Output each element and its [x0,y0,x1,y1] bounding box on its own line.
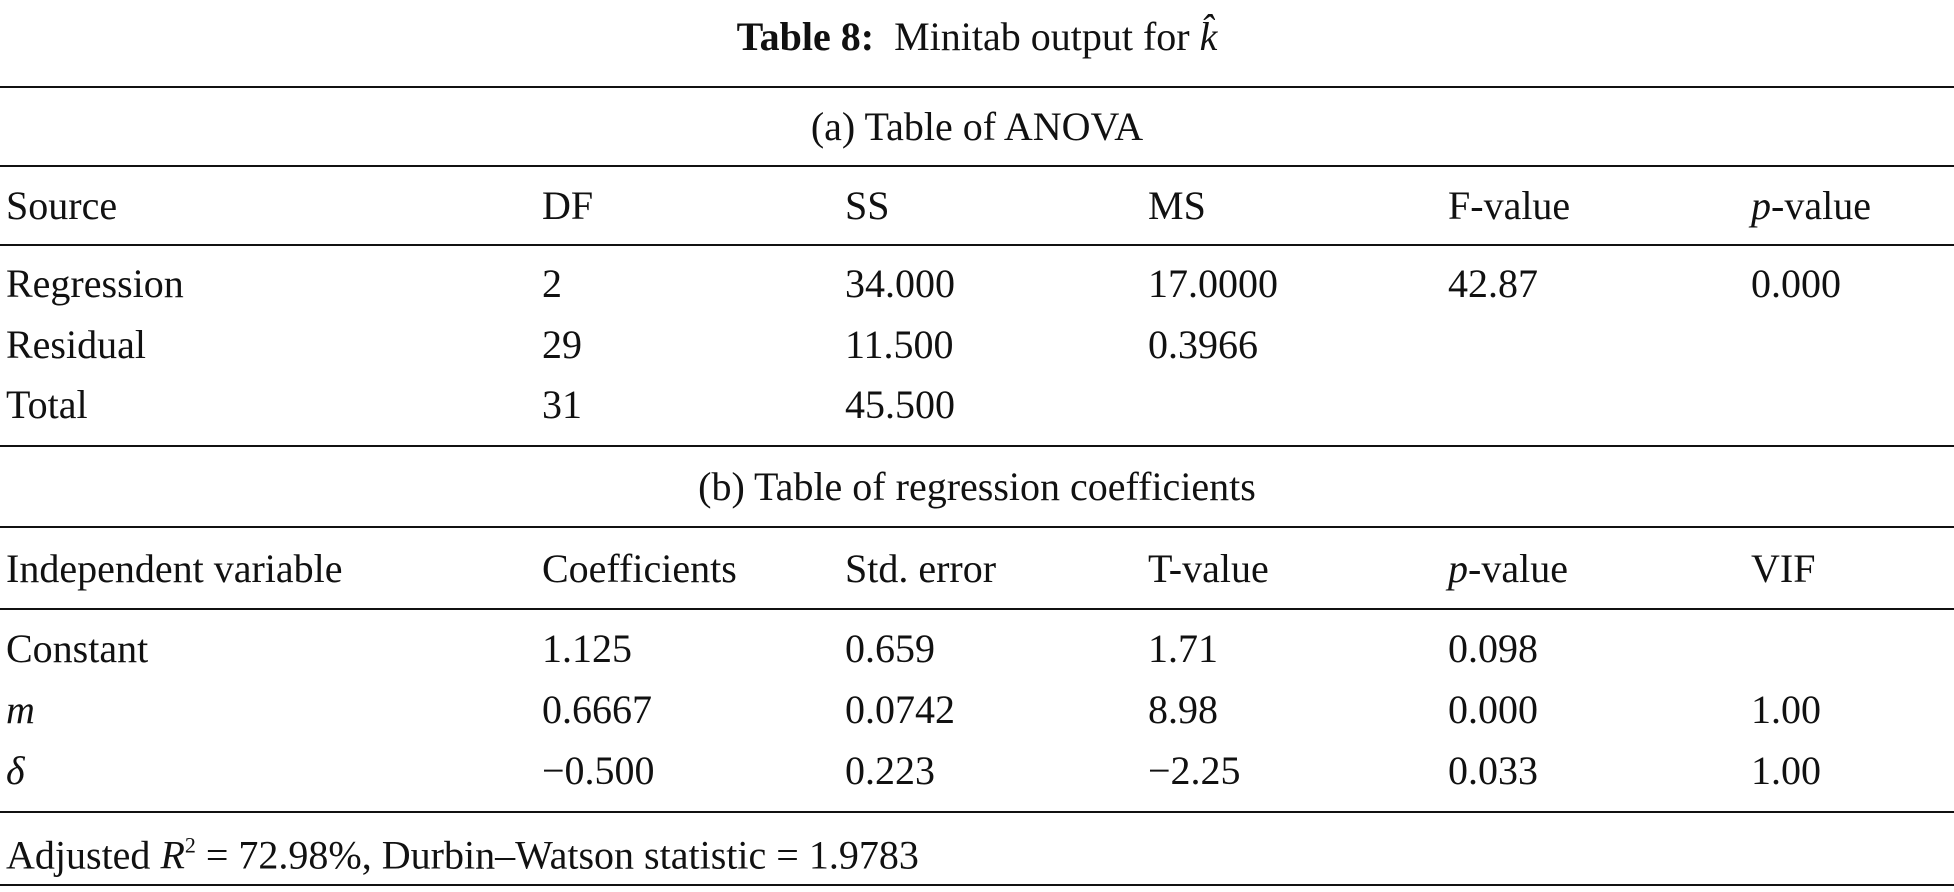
table-cell: 31 [542,382,582,427]
table-cell: m [6,687,35,732]
table-title: Table 8: Minitab output for k̂ [0,17,1954,57]
table-cell: 0.3966 [1148,322,1258,367]
header-cell: Std. error [845,546,997,591]
rule [0,165,1954,167]
table-cell: δ [6,748,25,793]
header-cell: p-value [1448,549,1568,589]
header-cell: T-value [1148,546,1269,591]
footer-text: Adjusted [6,832,151,878]
table-cell: 0.098 [1448,626,1538,671]
table-cell: 11.500 [845,322,954,367]
table-cell: 45.500 [845,382,955,427]
table-cell: 0.033 [1448,748,1538,793]
footer-symbol: R [160,832,185,878]
section-caption: (b) Table of regression coefficients [698,464,1256,509]
table-cell: 1.125 [542,626,632,671]
rule [0,526,1954,528]
header-cell-part: -value [1771,183,1871,228]
footer: Adjusted R2 = 72.98%, Durbin–Watson stat… [6,832,919,878]
table-cell: 2 [542,261,562,306]
table-cell: 29 [542,322,582,367]
header-cell: SS [845,183,890,228]
header-cell: Coefficients [542,546,737,591]
table-cell: Residual [6,322,146,367]
table-cell: 0.0742 [845,687,955,732]
header-cell-part: -value [1468,546,1568,591]
rule [0,884,1954,886]
table-cell: Regression [6,261,184,306]
header-cell: Independent variable [6,546,343,591]
table-cell: 0.659 [845,626,935,671]
header-cell: DF [542,183,594,228]
table-cell: 1.00 [1751,748,1821,793]
table-cell: 0.6667 [542,687,652,732]
table-cell: −2.25 [1148,748,1241,793]
table-cell: −0.500 [542,748,655,793]
table-cell: 8.98 [1148,687,1218,732]
rule [0,86,1954,88]
header-cell: VIF [1751,546,1816,591]
table-cell: Total [6,382,88,427]
rule [0,244,1954,246]
table-cell: 42.87 [1448,261,1538,306]
table-cell: 17.0000 [1148,261,1278,306]
table-cell: 1.71 [1148,626,1218,671]
header-cell: MS [1148,183,1206,228]
table-cell: 0.223 [845,748,935,793]
section-caption: (a) Table of ANOVA [810,104,1144,149]
title-symbol: k̂ [1199,14,1218,59]
footer-text: = 72.98%, Durbin–Watson statistic = 1.97… [205,832,919,878]
header-cell: F-value [1448,183,1571,228]
table-cell: 0.000 [1448,687,1538,732]
table-cell: 34.000 [845,261,955,306]
header-cell: Source [6,183,118,228]
footer-exponent: 2 [184,832,196,858]
header-cell: p-value [1751,186,1871,226]
title-text: Minitab output for [894,14,1190,59]
rule [0,608,1954,610]
rule [0,445,1954,447]
header-cell-part: p [1448,546,1468,591]
table-cell: 1.00 [1751,687,1821,732]
header-cell-part: p [1751,183,1771,228]
title-label: Table 8: [736,14,875,59]
table-cell: 0.000 [1751,261,1841,306]
rule [0,811,1954,813]
table-cell: Constant [6,626,149,671]
